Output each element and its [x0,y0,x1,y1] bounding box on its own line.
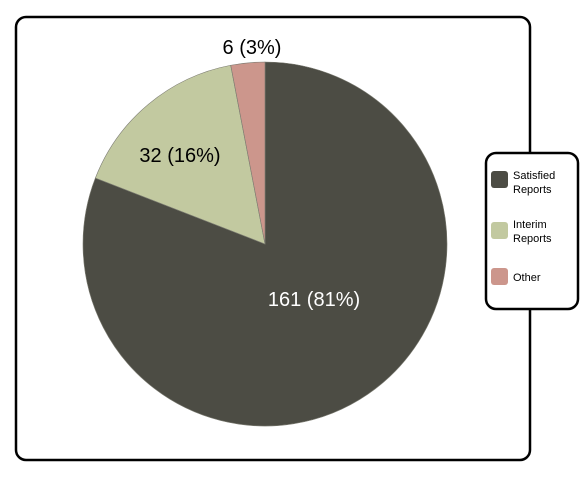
legend-entry-interim-reports: Interim Reports [491,219,552,245]
data-label-satisfied-reports: 161 (81%) [268,289,360,311]
legend: Satisfied Reports Interim Reports Other [484,151,580,311]
legend-label-satisfied-reports-line2: Reports [513,184,552,196]
data-label-interim-reports: 32 (16%) [139,145,220,167]
legend-swatch-satisfied-reports [491,171,508,188]
pie-slice-satisfied-reports [82,61,448,427]
legend-label-interim-reports-line2: Reports [513,233,552,245]
legend-frame [484,151,580,311]
pie-slice-interim-reports [94,64,266,245]
legend-entry-satisfied-reports: Satisfied Reports [491,170,555,196]
legend-swatch-other [491,268,508,285]
legend-label-interim-reports-line1: Interim [513,219,547,231]
legend-entry-other: Other [491,268,541,285]
pie-slice-other [230,61,266,245]
legend-label-other: Other [513,272,541,284]
legend-label-satisfied-reports-line1: Satisfied [513,170,555,182]
pie-slices [82,61,448,427]
legend-swatch-interim-reports [491,222,508,239]
data-label-other: 6 (3%) [223,37,282,59]
